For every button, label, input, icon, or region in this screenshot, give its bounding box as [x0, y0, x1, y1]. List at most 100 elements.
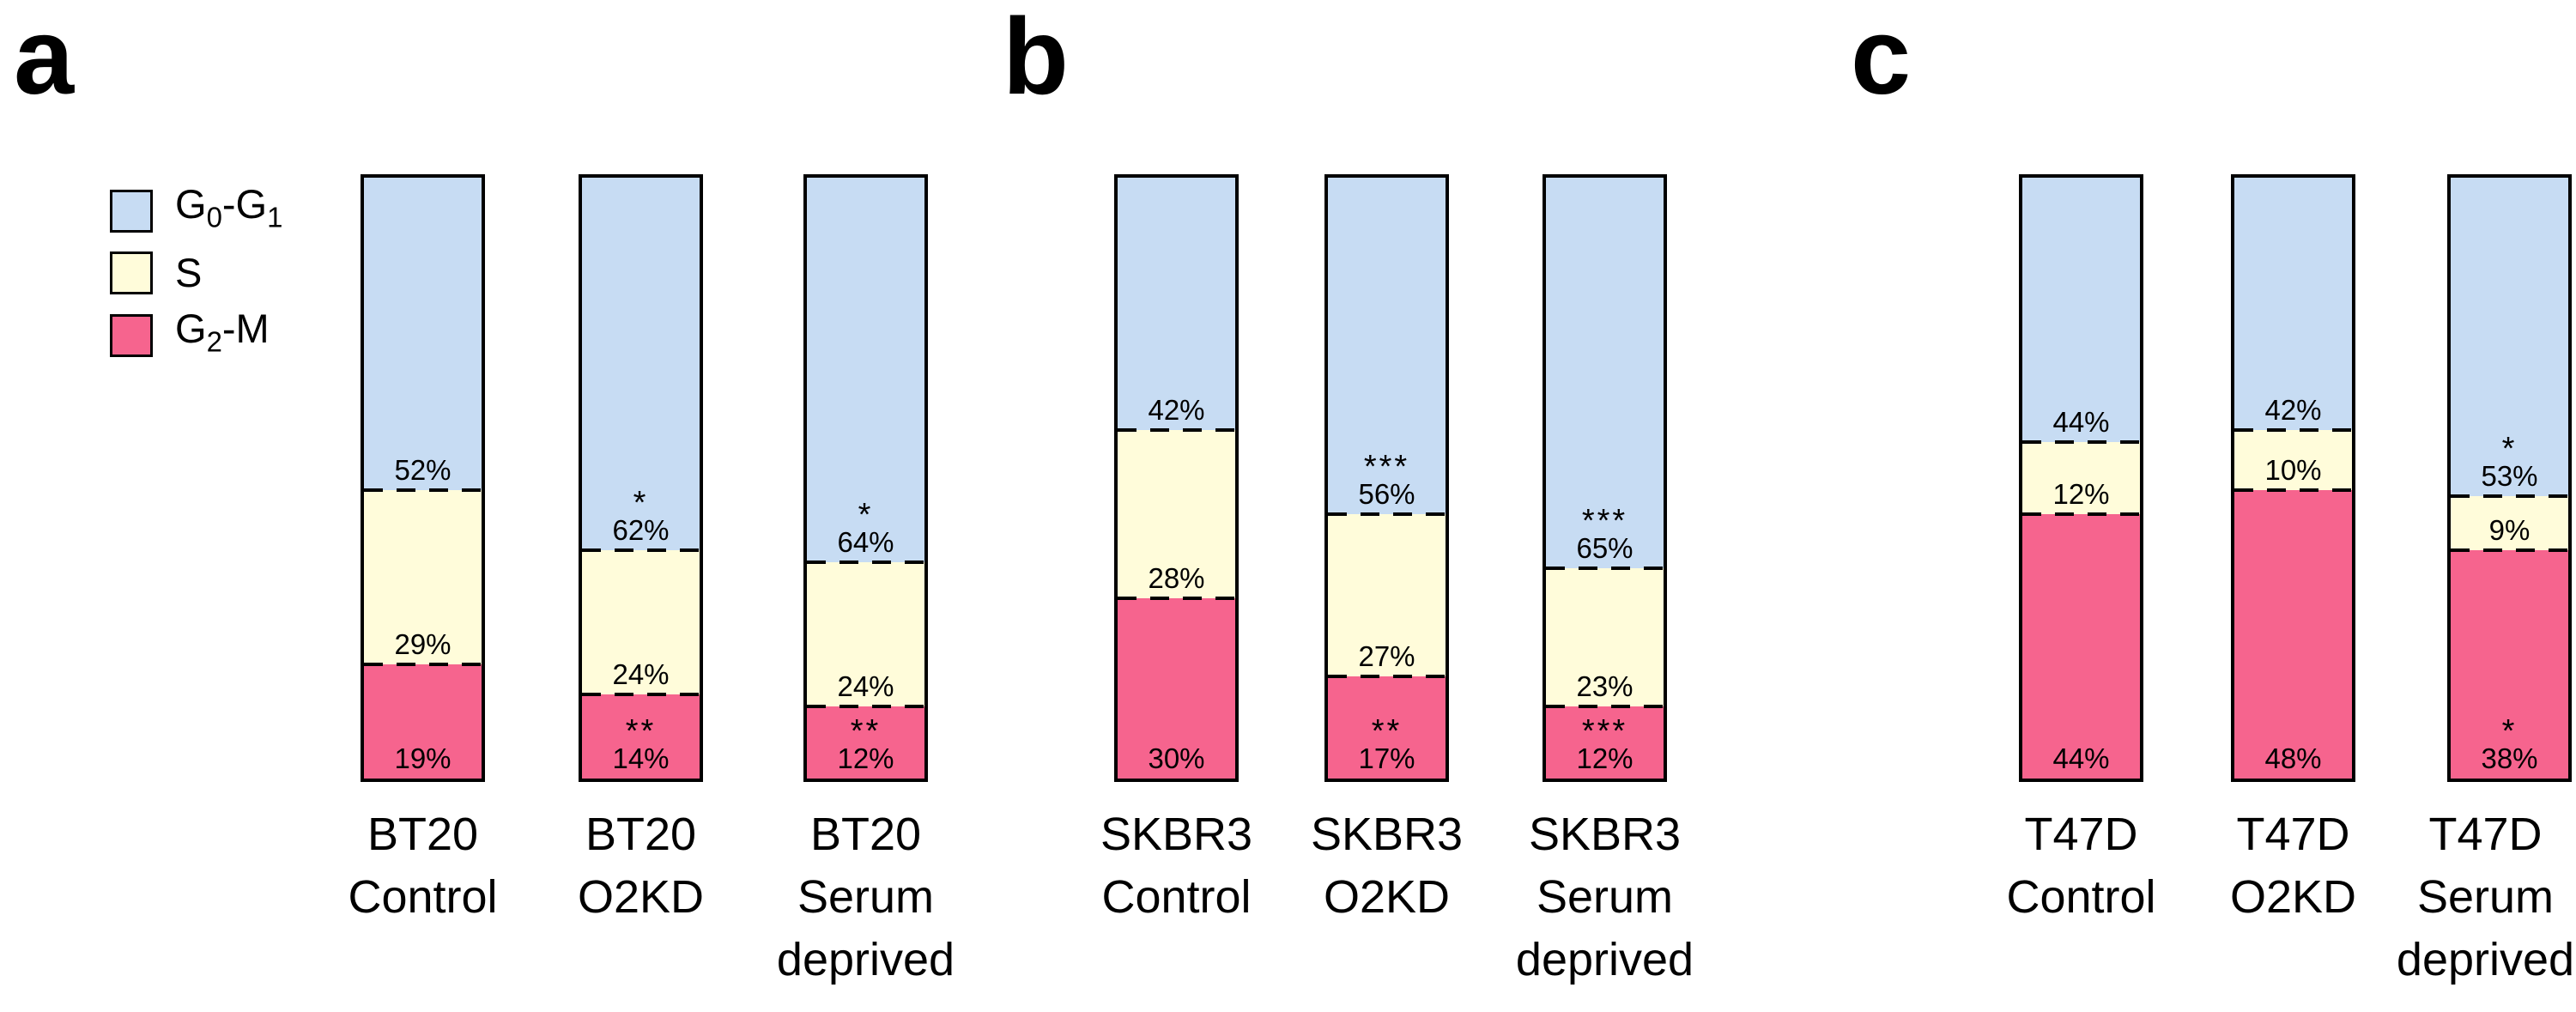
- bar-category-label-line: Serum: [797, 871, 935, 923]
- bar-category-label-t47d-serum-deprived: T47D Serum deprived: [2349, 803, 2576, 991]
- significance-marker: ***: [1581, 503, 1628, 539]
- significance-marker: **: [1371, 713, 1403, 749]
- stacked-bar-t47d-serum-deprived: * 53% 9% * 38%: [2447, 174, 2572, 782]
- legend-label-g2-m: G2-M: [175, 306, 270, 358]
- segment-value-label: 24%: [612, 658, 670, 690]
- bar-category-label-line: SKBR3: [1100, 809, 1253, 860]
- bar-category-label-t47d-control: T47D Control: [1944, 803, 2219, 929]
- phase-boundary-dashed-line: [582, 548, 700, 552]
- segment-s: 23%: [1546, 567, 1664, 706]
- segment-g0-g1: * 62%: [582, 178, 700, 550]
- legend-swatch-s: [110, 251, 153, 295]
- segment-value-label: 65%: [1576, 532, 1633, 564]
- stacked-bar-bt20-o2kd: * 62% 24% ** 14%: [579, 174, 703, 782]
- phase-boundary-dashed-line: [364, 488, 482, 492]
- bar-category-label-line: T47D: [2236, 809, 2350, 860]
- bar-category-label-line: SKBR3: [1528, 809, 1682, 860]
- segment-label-block: 23%: [1546, 671, 1664, 702]
- stacked-bar-skbr3-serum-deprived: *** 65% 23% *** 12%: [1543, 174, 1667, 782]
- phase-boundary-dashed-line: [364, 663, 482, 666]
- panel-letter-b: b: [1003, 0, 1069, 117]
- legend-swatch-g0-g1: [110, 189, 153, 233]
- segment-s: 9%: [2451, 494, 2568, 550]
- phase-boundary-dashed-line: [2451, 494, 2568, 498]
- segment-value-label: 12%: [2052, 478, 2110, 510]
- segment-value-label: 17%: [1358, 742, 1415, 774]
- bar-category-label-bt20-o2kd: BT20 O2KD: [504, 803, 779, 929]
- segment-s: 27%: [1328, 512, 1446, 676]
- segment-value-label: 24%: [837, 670, 894, 702]
- bar-category-label-bt20-serum-deprived: BT20 Serum deprived: [729, 803, 1003, 991]
- segment-label-block: 9%: [2451, 515, 2568, 546]
- segment-label-block: * 64%: [807, 497, 924, 558]
- segment-value-label: 23%: [1576, 670, 1633, 702]
- segment-s: 10%: [2234, 428, 2352, 490]
- segment-g0-g1: * 64%: [807, 178, 924, 562]
- segment-label-block: 24%: [807, 671, 924, 702]
- bar-category-label-line: T47D: [2024, 809, 2138, 860]
- significance-marker: ***: [1581, 713, 1628, 749]
- segment-label-block: 48%: [2234, 743, 2352, 774]
- phase-boundary-dashed-line: [1546, 567, 1664, 570]
- segment-s: 29%: [364, 488, 482, 664]
- bar-category-label-t47d-o2kd: T47D O2KD: [2156, 803, 2431, 929]
- phase-boundary-dashed-line: [2234, 488, 2352, 492]
- segment-s: 24%: [582, 548, 700, 694]
- segment-label-block: 30%: [1118, 743, 1235, 774]
- segment-s: 24%: [807, 561, 924, 706]
- segment-g2-m: 30%: [1118, 597, 1235, 779]
- segment-value-label: 10%: [2264, 454, 2322, 486]
- phase-boundary-dashed-line: [2234, 428, 2352, 432]
- bar-category-label-line: Control: [348, 871, 498, 923]
- significance-marker: *: [2501, 713, 2518, 749]
- segment-value-label: 52%: [394, 454, 452, 486]
- segment-value-label: 42%: [1148, 394, 1205, 426]
- segment-label-block: 44%: [2022, 743, 2140, 774]
- stacked-bar-bt20-control: 52% 29% 19%: [361, 174, 485, 782]
- legend-item-g2-m: G2-M: [110, 306, 282, 364]
- panel-letter-c: c: [1851, 0, 1912, 117]
- bar-category-label-line: deprived: [1515, 934, 1694, 985]
- segment-s: 12%: [2022, 440, 2140, 514]
- legend-item-g0-g1: G0-G1: [110, 181, 282, 239]
- bar-category-label-line: Control: [2006, 871, 2156, 923]
- segment-g2-m: ** 14%: [582, 693, 700, 779]
- segment-label-block: 44%: [2022, 407, 2140, 438]
- segment-value-label: 12%: [1576, 742, 1633, 774]
- segment-g0-g1: * 53%: [2451, 178, 2568, 496]
- phase-boundary-dashed-line: [1118, 428, 1235, 432]
- segment-label-block: *** 65%: [1546, 503, 1664, 564]
- segment-g2-m: 19%: [364, 663, 482, 779]
- phase-boundary-dashed-line: [2022, 440, 2140, 444]
- bar-category-label-skbr3-o2kd: SKBR3 O2KD: [1250, 803, 1524, 929]
- bar-category-label-skbr3-serum-deprived: SKBR3 Serum deprived: [1468, 803, 1743, 991]
- phase-boundary-dashed-line: [1328, 512, 1446, 516]
- stacked-bar-t47d-control: 44% 12% 44%: [2019, 174, 2143, 782]
- segment-label-block: 28%: [1118, 563, 1235, 594]
- stacked-bar-skbr3-control: 42% 28% 30%: [1114, 174, 1239, 782]
- legend-label-s: S: [175, 250, 203, 296]
- phase-boundary-dashed-line: [1546, 705, 1664, 708]
- significance-marker: *: [858, 497, 874, 533]
- segment-label-block: 52%: [364, 455, 482, 486]
- segment-value-label: 64%: [837, 526, 894, 558]
- phase-boundary-dashed-line: [1118, 597, 1235, 600]
- bar-category-label-skbr3-control: SKBR3 Control: [1039, 803, 1314, 929]
- significance-marker: **: [850, 713, 882, 749]
- bar-category-label-line: BT20: [809, 809, 922, 860]
- segment-value-label: 42%: [2264, 394, 2322, 426]
- segment-label-block: *** 12%: [1546, 713, 1664, 774]
- segment-value-label: 62%: [612, 514, 670, 546]
- segment-value-label: 9%: [2488, 514, 2531, 546]
- segment-s: 28%: [1118, 428, 1235, 598]
- significance-marker: *: [633, 485, 649, 521]
- bar-category-label-line: T47D: [2428, 809, 2543, 860]
- segment-label-block: ** 12%: [807, 713, 924, 774]
- segment-label-block: *** 56%: [1328, 449, 1446, 510]
- legend: G0-G1 S G2-M: [110, 181, 282, 365]
- segment-g0-g1: *** 56%: [1328, 178, 1446, 514]
- segment-g2-m: 48%: [2234, 488, 2352, 779]
- bar-category-label-line: deprived: [2396, 934, 2575, 985]
- significance-marker: ***: [1363, 449, 1410, 485]
